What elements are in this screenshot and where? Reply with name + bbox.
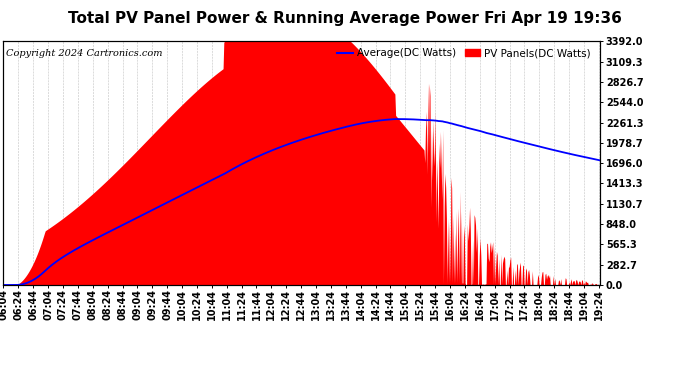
- Text: Total PV Panel Power & Running Average Power Fri Apr 19 19:36: Total PV Panel Power & Running Average P…: [68, 11, 622, 26]
- Text: Copyright 2024 Cartronics.com: Copyright 2024 Cartronics.com: [6, 49, 163, 58]
- Legend: Average(DC Watts), PV Panels(DC Watts): Average(DC Watts), PV Panels(DC Watts): [333, 44, 595, 62]
